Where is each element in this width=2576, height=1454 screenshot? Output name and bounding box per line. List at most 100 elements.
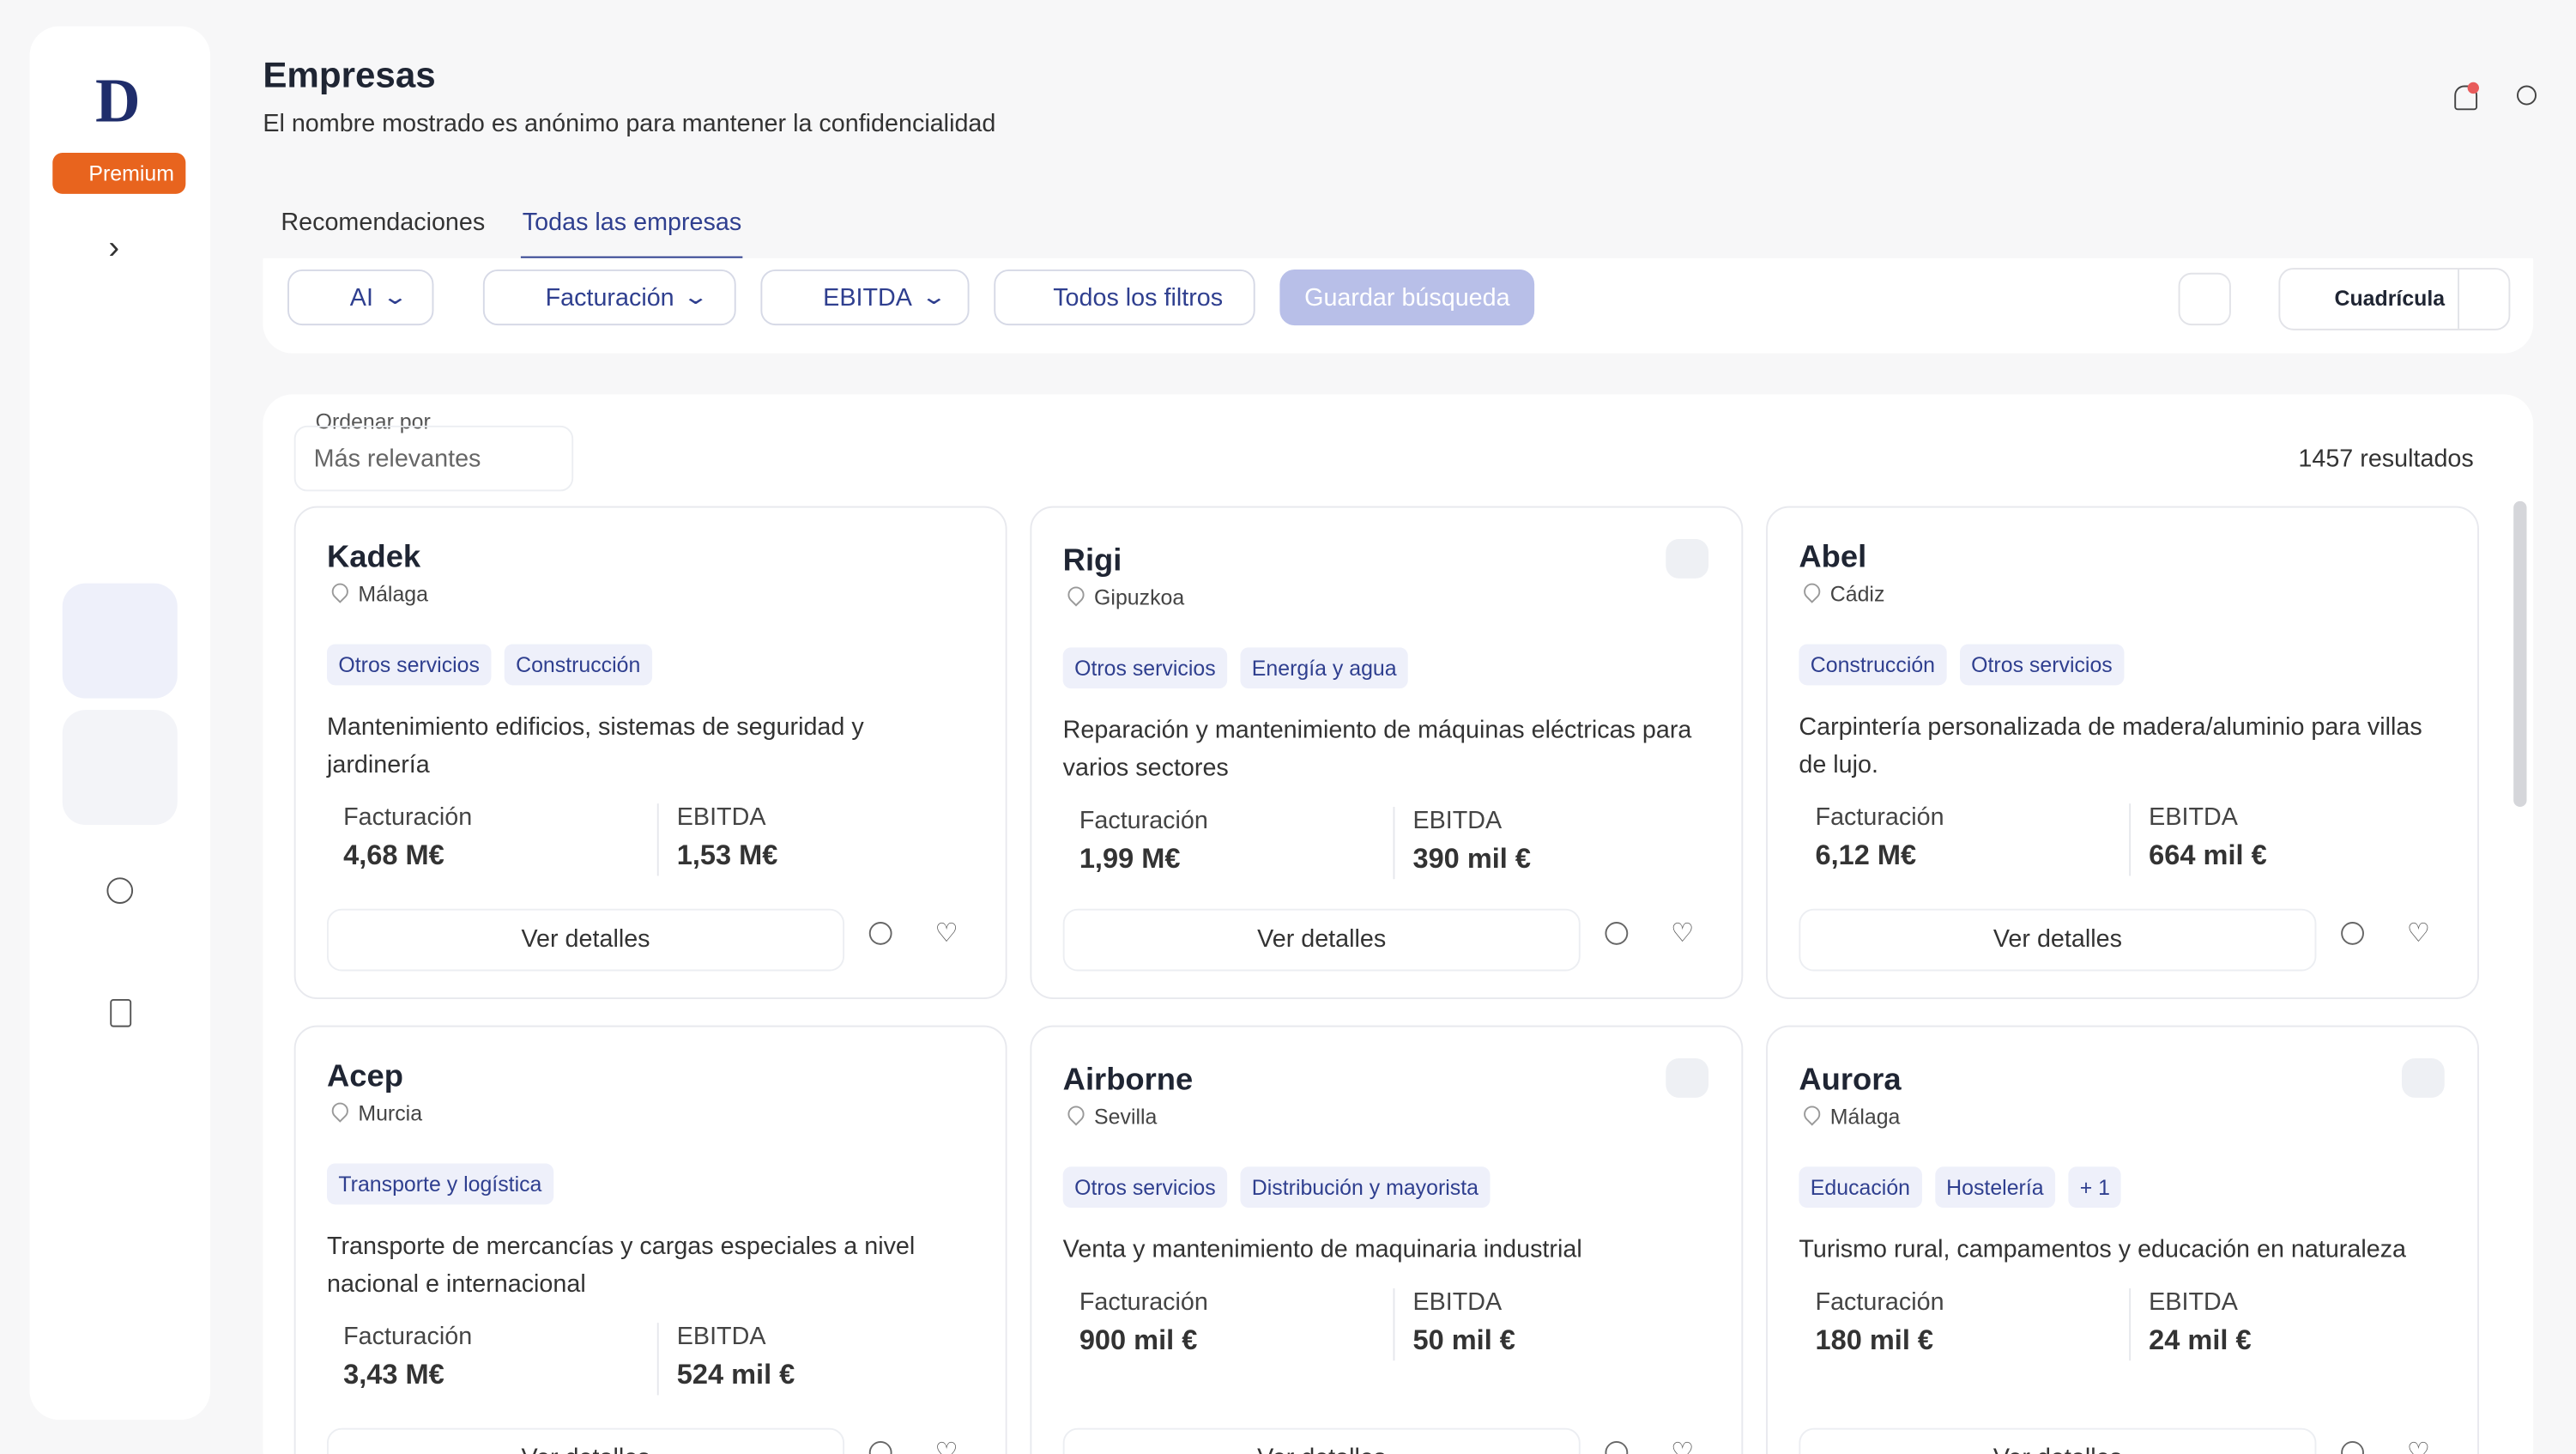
nav-messages[interactable] (106, 877, 134, 904)
favorite-icon[interactable]: ♡ (1671, 920, 1695, 948)
list-view-button[interactable] (2458, 269, 2510, 329)
hide-icon[interactable] (2341, 1441, 2364, 1454)
details-button[interactable]: Ver detalles (1799, 908, 2317, 972)
bell-icon[interactable] (2454, 85, 2478, 111)
filter-label: AI (349, 283, 373, 312)
premium-badge[interactable]: Premium (52, 153, 186, 194)
company-card: Rigi Gipuzkoa Otros servicios Energía y agu… (1030, 506, 1744, 1000)
filter-button[interactable]: AI ⌄ (287, 269, 434, 326)
details-label: Ver detalles (1993, 1445, 2122, 1454)
company-name[interactable]: Acep (326, 1059, 403, 1095)
revenue-label: Facturación (343, 1323, 473, 1351)
hide-icon[interactable] (868, 922, 892, 945)
filter-label: EBITDA (823, 283, 912, 312)
company-name[interactable]: Aurora (1799, 1063, 1902, 1098)
page-subtitle: El nombre mostrado es anónimo para mante… (263, 110, 996, 138)
expand-icon[interactable]: › (108, 230, 120, 267)
details-button[interactable]: Ver detalles (326, 1427, 845, 1454)
location-icon (1064, 583, 1088, 607)
hide-icon[interactable] (1605, 1441, 1629, 1454)
save-search-button[interactable]: Guardar búsqueda (1279, 269, 1535, 326)
results-count: 1457 resultados (2298, 445, 2474, 474)
tags: Otros servicios Construcción (326, 644, 665, 686)
tags: Transporte y logística (326, 1163, 566, 1205)
company-name[interactable]: Airborne (1062, 1063, 1194, 1098)
metric-divider (2129, 1287, 2132, 1361)
ebitda-label: EBITDA (2149, 1287, 2238, 1317)
details-label: Ver detalles (521, 924, 650, 954)
location-icon (1800, 579, 1824, 603)
hide-icon[interactable] (868, 1441, 892, 1454)
revenue-value: 4,68 M€ (343, 839, 444, 871)
revenue-value: 1,99 M€ (1079, 843, 1181, 875)
sort-select[interactable]: Más relevantes (293, 425, 574, 492)
filter-button[interactable]: EBITDA ⌄ (760, 269, 970, 326)
company-name[interactable]: Rigi (1062, 543, 1122, 579)
sidebar: D Premium › (29, 26, 211, 1421)
revenue-value: 6,12 M€ (1815, 839, 1917, 871)
tag: + 1 (2068, 1166, 2122, 1209)
details-button[interactable]: Ver detalles (1062, 1427, 1581, 1454)
tag: Hostelería (1934, 1166, 2055, 1209)
ebitda-label: EBITDA (2149, 803, 2238, 832)
tag: Energía y agua (1240, 647, 1409, 689)
nav-search[interactable] (62, 710, 178, 826)
favorite-icon[interactable]: ♡ (934, 920, 958, 948)
company-card: Aurora Málaga Educación Hostelería + 1 Turism… (1766, 1025, 2479, 1454)
hide-icon[interactable] (1605, 922, 1629, 945)
location: Gipuzkoa (1094, 585, 1185, 610)
ebitda-value: 50 mil € (1412, 1324, 1515, 1356)
nav-documents[interactable] (110, 999, 132, 1027)
company-name[interactable]: Abel (1799, 540, 1867, 576)
search-button[interactable] (2178, 272, 2231, 326)
favorite-icon[interactable]: ♡ (2406, 920, 2431, 948)
location: Sevilla (1094, 1104, 1158, 1130)
filter-button[interactable]: Facturación ⌄ (482, 269, 736, 326)
tag: Distribución y mayorista (1240, 1166, 1491, 1209)
description: Venta y mantenimiento de maquinaria indu… (1062, 1235, 1582, 1264)
company-card: Kadek Málaga Otros servicios Construcción Ma… (293, 506, 1007, 1000)
sort-label: Ordenar por (315, 409, 431, 434)
company-card: Acep Murcia Transporte y logística Transpor… (293, 1025, 1007, 1454)
ebitda-value: 664 mil € (2149, 839, 2267, 871)
filter-button[interactable]: Todos los filtros (994, 269, 1255, 326)
tag: Transporte y logística (326, 1163, 553, 1205)
description: Carpintería personalizada de madera/alum… (1799, 712, 2422, 779)
ebitda-label: EBITDA (1412, 807, 1503, 835)
details-button[interactable]: Ver detalles (1799, 1427, 2317, 1454)
description: Mantenimiento edificios, sistemas de seg… (326, 712, 864, 779)
grid-view-label[interactable]: Cuadrícula (2334, 286, 2446, 311)
metric-divider (2129, 803, 2132, 876)
favorite-icon[interactable]: ♡ (1671, 1439, 1695, 1454)
location: Murcia (358, 1100, 423, 1126)
tags: Educación Hostelería + 1 (1799, 1166, 2134, 1209)
nav-companies[interactable] (62, 583, 178, 699)
user-icon[interactable] (2517, 85, 2537, 106)
company-name[interactable]: Kadek (326, 540, 421, 576)
details-button[interactable]: Ver detalles (326, 908, 845, 972)
location: Málaga (358, 581, 428, 607)
favorite-icon[interactable]: ♡ (2406, 1439, 2431, 1454)
location: Málaga (1829, 1104, 1901, 1130)
tag: Construcción (1799, 644, 1947, 686)
sort-value: Más relevantes (313, 445, 481, 474)
tab[interactable]: Todas las empresas (520, 209, 744, 260)
tab[interactable]: Recomendaciones (281, 209, 486, 237)
filter-label: Facturación (545, 283, 674, 312)
page-title: Empresas (263, 54, 436, 96)
tags: Otros servicios Energía y agua (1062, 647, 1422, 689)
view-toggle: Cuadrícula (2278, 268, 2511, 330)
ebitda-value: 24 mil € (2149, 1324, 2252, 1356)
revenue-label: Facturación (1079, 807, 1208, 835)
save-search-label: Guardar búsqueda (1304, 283, 1510, 312)
details-label: Ver detalles (1257, 1445, 1386, 1454)
hide-icon[interactable] (2341, 922, 2364, 945)
chevron-icon: ⌄ (682, 284, 711, 309)
favorite-icon[interactable]: ♡ (934, 1439, 958, 1454)
details-label: Ver detalles (521, 1445, 650, 1454)
location-icon (328, 579, 352, 603)
description: Turismo rural, campamentos y educación e… (1799, 1235, 2407, 1264)
ebitda-label: EBITDA (1412, 1287, 1503, 1317)
ebitda-label: EBITDA (676, 803, 766, 832)
details-button[interactable]: Ver detalles (1062, 908, 1581, 972)
